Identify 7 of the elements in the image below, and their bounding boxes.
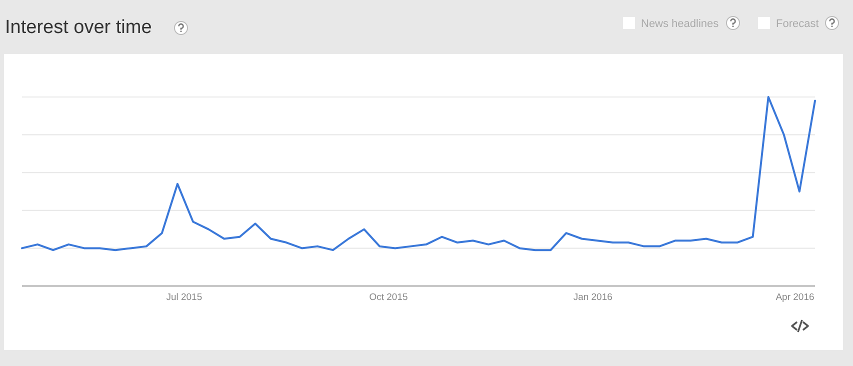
text: News headlines	[641, 18, 720, 30]
chart-title: Interest over time	[5, 17, 152, 38]
x-tick-label: Apr 2016	[776, 292, 814, 303]
x-tick-label: Jan 2016	[573, 292, 612, 303]
x-tick-label: Oct 2015	[369, 292, 408, 303]
text: Forecast	[776, 18, 819, 30]
x-tick-label: Jul 2015	[166, 292, 202, 303]
